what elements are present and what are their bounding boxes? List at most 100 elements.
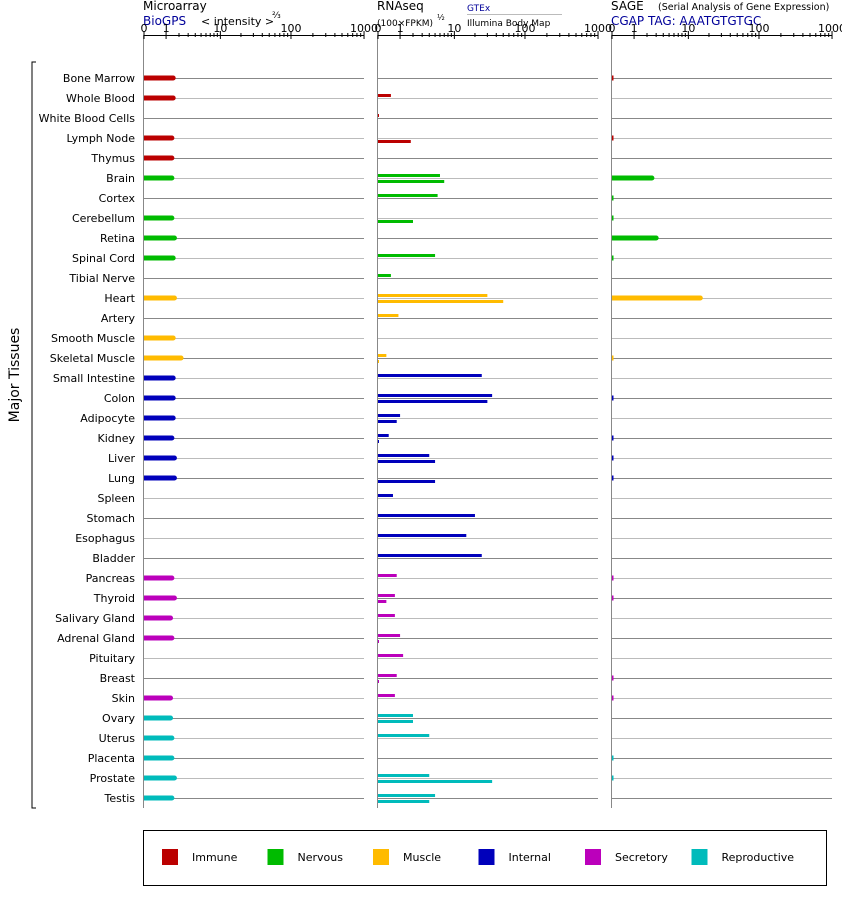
sage-tag-label[interactable]: CGAP TAG: AAATGTGTGC	[611, 14, 761, 28]
rnaseq-gtex-bar	[378, 194, 438, 197]
legend-label-internal: Internal	[509, 851, 551, 864]
microarray-bar	[144, 95, 174, 101]
rnaseq-ibm-bar	[378, 720, 413, 723]
rnaseq-ibm-bar	[378, 680, 379, 683]
tissue-label: Brain	[106, 172, 135, 185]
rnaseq-gtex-bar	[378, 494, 393, 497]
microarray-bar	[144, 295, 175, 301]
rnaseq-gtex-bar	[378, 354, 387, 357]
microarray-tick-label-0: 0	[141, 22, 148, 35]
biogps-link[interactable]: BioGPS	[143, 14, 186, 28]
legend-swatch-internal	[478, 849, 495, 865]
sage-bar	[612, 675, 614, 681]
legend-swatch-nervous	[267, 849, 284, 865]
tissue-label: Liver	[108, 452, 135, 465]
rnaseq-gtex-bar	[378, 94, 391, 97]
rnaseq-ibm-bar	[378, 180, 445, 183]
sage-bar	[612, 75, 614, 81]
rnaseq-gtex-bar	[378, 434, 389, 437]
sage-bar	[612, 235, 657, 241]
microarray-bar-end	[171, 475, 177, 481]
tissue-label: Pituitary	[89, 652, 135, 665]
legend-label-muscle: Muscle	[403, 851, 441, 864]
rnaseq-gtex-bar	[378, 614, 395, 617]
tissue-label: Stomach	[86, 512, 135, 525]
microarray-tick-label-10: 10	[213, 22, 227, 35]
tissue-label: Salivary Gland	[55, 612, 135, 625]
rnaseq-gtex-bar	[378, 694, 395, 697]
microarray-bar-end	[169, 215, 175, 221]
y-axis-label: Major Tissues	[7, 328, 23, 423]
tissue-label: Pancreas	[86, 572, 136, 585]
microarray-bar-end	[170, 335, 176, 341]
tissue-label: Kidney	[97, 432, 135, 445]
tissue-label: Artery	[101, 312, 136, 325]
microarray-bar	[144, 615, 171, 621]
microarray-bar	[144, 635, 172, 641]
sage-bar	[612, 195, 614, 201]
rnaseq-gtex-bar	[378, 674, 397, 677]
tissue-label: Smooth Muscle	[51, 332, 135, 345]
sage-bar	[612, 595, 614, 601]
rnaseq-gtex-bar	[378, 274, 391, 277]
tissue-label: Uterus	[99, 732, 136, 745]
microarray-bar-end	[168, 615, 174, 621]
tissue-label: Heart	[104, 292, 135, 305]
tissue-label: Whole Blood	[66, 92, 135, 105]
microarray-bar	[144, 175, 172, 181]
microarray-bar	[144, 455, 175, 461]
tissue-label: White Blood Cells	[39, 112, 136, 125]
legend-swatch-muscle	[373, 849, 389, 865]
legend: Immune Nervous Muscle Internal Secretory Repr…	[162, 849, 794, 865]
sage-tick-label-10: 10	[681, 22, 695, 35]
legend-swatch-reproductive	[691, 849, 708, 865]
tissue-label: Colon	[104, 392, 135, 405]
rnaseq-gtex-bar	[378, 374, 482, 377]
rnaseq-ibm-bar	[378, 220, 413, 223]
gtex-legend-label[interactable]: GTEx	[467, 4, 491, 14]
rnaseq-gtex-bar	[378, 574, 397, 577]
microarray-bar-end	[169, 135, 175, 141]
microarray-bar	[144, 215, 172, 221]
microarray-bar-end	[169, 755, 175, 761]
microarray-bar-end	[168, 715, 174, 721]
microarray-title: Microarray	[143, 0, 207, 13]
tissue-bracket	[31, 61, 36, 809]
tissue-label: Retina	[100, 232, 135, 245]
microarray-bar-end	[170, 255, 176, 261]
microarray-bar	[144, 335, 174, 341]
microarray-bar	[144, 415, 174, 421]
sage-bar	[612, 755, 614, 761]
tissue-label: Placenta	[88, 752, 135, 765]
rnaseq-subtitle: (100×FPKM)	[377, 19, 433, 29]
microarray-bar-end	[170, 75, 176, 81]
microarray-bar-end	[171, 295, 177, 301]
tissue-label: Bladder	[92, 552, 135, 565]
microarray-bar-end	[171, 455, 177, 461]
rnaseq-gtex-bar	[378, 554, 482, 557]
tissue-label: Tibial Nerve	[68, 272, 135, 285]
rnaseq-gtex-bar	[378, 774, 430, 777]
tissue-label: Prostate	[90, 772, 136, 785]
tissue-label: Ovary	[102, 712, 135, 725]
tissue-label: Skin	[112, 692, 135, 705]
rnaseq-ibm-bar	[378, 140, 411, 143]
rnaseq-gtex-bar	[378, 794, 436, 797]
sage-subtitle: (Serial Analysis of Gene Expression)	[658, 2, 829, 13]
sage-bar-end	[649, 175, 655, 181]
rnaseq-gtex-bar	[378, 654, 404, 657]
legend-label-reproductive: Reproductive	[722, 851, 795, 864]
microarray-bar	[144, 135, 172, 141]
rnaseq-gtex-bar	[378, 634, 401, 637]
rnaseq-gtex-bar	[378, 394, 493, 397]
sage-bar	[612, 475, 614, 481]
rnaseq-gtex-bar	[378, 254, 436, 257]
microarray-bar	[144, 795, 172, 801]
rnaseq-gtex-bar	[378, 414, 401, 417]
tissue-label: Thymus	[90, 152, 135, 165]
microarray-subtitle-exponent: ⅔	[272, 11, 281, 21]
microarray-bar	[144, 375, 174, 381]
microarray-bar	[144, 715, 171, 721]
rnaseq-ibm-bar	[378, 300, 504, 303]
microarray-bar-end	[169, 435, 175, 441]
